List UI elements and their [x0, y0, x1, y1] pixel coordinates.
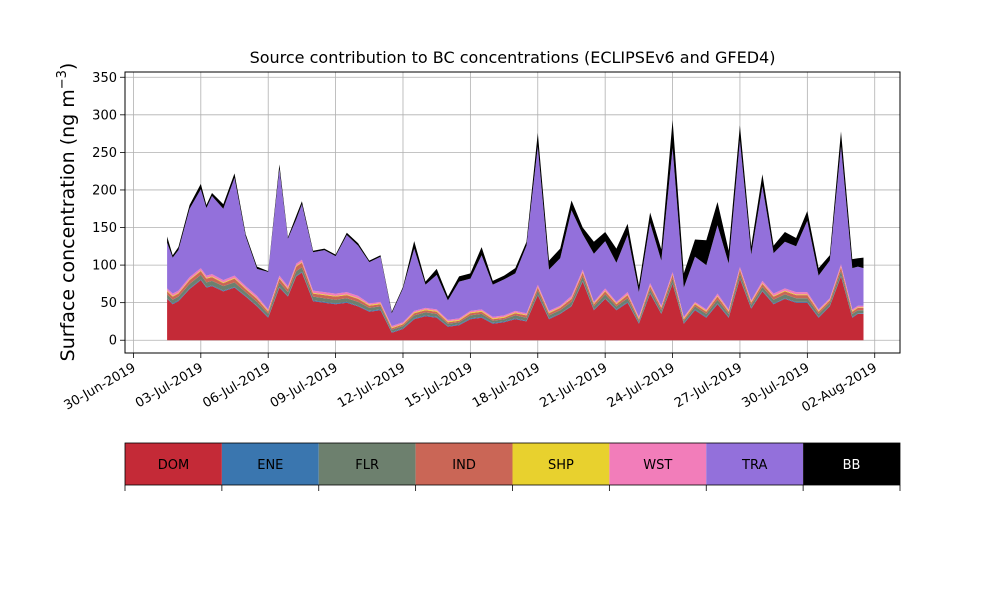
area-series-wst	[167, 259, 864, 328]
area-series-bb	[167, 120, 864, 314]
area-series-tra	[167, 140, 864, 326]
y-tick-label: 350	[92, 71, 117, 86]
plot-frame	[124, 71, 901, 354]
y-tick-label: 100	[92, 259, 117, 274]
legend-label-flr: FLR	[355, 458, 379, 473]
legend-label-wst: WST	[643, 458, 672, 473]
y-tick-label: 250	[92, 146, 117, 161]
legend-label-bb: BB	[843, 458, 861, 473]
area-series-ind	[167, 262, 864, 330]
y-axis-label-exponent: −3	[55, 70, 70, 89]
y-axis-label: Surface concentration (ng m−3)	[55, 63, 79, 362]
area-series-shp	[167, 262, 864, 329]
legend-swatch-wst	[609, 443, 707, 485]
legend-label-ind: IND	[452, 458, 476, 473]
legend-swatch-ene	[221, 443, 319, 485]
y-tick-label: 150	[92, 221, 117, 236]
y-tick-label: 50	[100, 296, 117, 311]
legend-label-shp: SHP	[548, 458, 574, 473]
legend-swatch-ind	[415, 443, 513, 485]
legend-swatch-tra	[706, 443, 804, 485]
area-series-dom	[167, 272, 864, 341]
legend-swatch-flr	[318, 443, 416, 485]
legend-swatch-dom	[125, 443, 222, 485]
legend-swatch-bb	[803, 443, 900, 485]
legend-label-tra: TRA	[741, 458, 767, 473]
area-series-flr	[167, 267, 864, 332]
legend-label-dom: DOM	[158, 458, 189, 473]
y-tick-label: 300	[92, 108, 117, 123]
legend-swatch-shp	[512, 443, 610, 485]
y-tick-label: 200	[92, 183, 117, 198]
source-legend: DOM ENE FLR IND SHP WST TRA BB	[124, 442, 901, 491]
y-tick-label: 0	[109, 334, 117, 349]
stacked-areas	[167, 120, 864, 341]
legend-label-ene: ENE	[257, 458, 283, 473]
chart-title: Source contribution to BC concentrations…	[250, 48, 776, 67]
